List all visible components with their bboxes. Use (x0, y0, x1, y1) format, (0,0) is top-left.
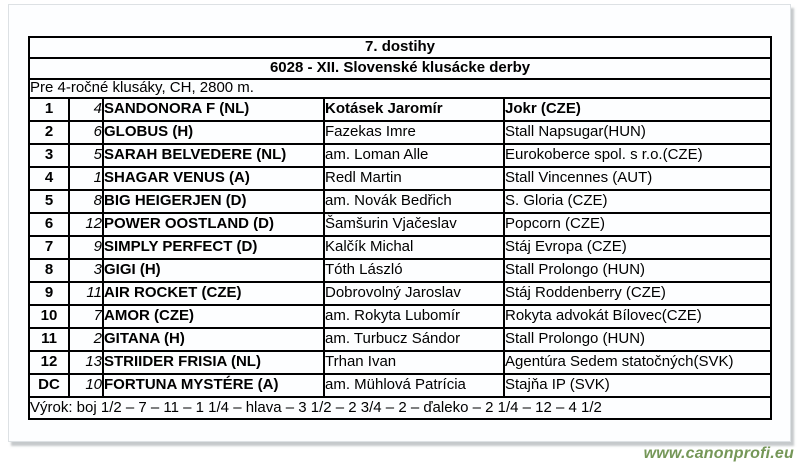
finish-position: 2 (28, 120, 70, 145)
driver-name: Kotásek Jaromír (323, 97, 505, 122)
finish-position: 12 (28, 350, 70, 375)
stable-name: Stall Napsugar(HUN) (502, 120, 773, 145)
result-row: 9 11 AIR ROCKET (CZE) Dobrovolný Jarosla… (28, 281, 773, 306)
stable-name: Stáj Roddenberry (CZE) (502, 281, 773, 306)
driver-name: am. Turbucz Sándor (323, 327, 505, 352)
driver-name: Fazekas Imre (323, 120, 505, 145)
race-subtitle-row: 6028 - XII. Slovenské klusácke derby (27, 57, 773, 80)
finish-position: 9 (28, 281, 70, 306)
result-row: DC 10 FORTUNA MYSTÉRE (A) am. Mühlová Pa… (28, 373, 773, 398)
horse-name: BIG HEIGERJEN (D) (102, 189, 325, 214)
race-subtitle: 6028 - XII. Slovenské klusácke derby (27, 57, 773, 80)
start-number: 5 (68, 143, 104, 168)
horse-name: FORTUNA MYSTÉRE (A) (102, 373, 325, 398)
stable-name: Stall Prolongo (HUN) (502, 327, 773, 352)
finish-position: 7 (28, 235, 70, 260)
horse-name: GLOBUS (H) (102, 120, 325, 145)
finish-position: 8 (28, 258, 70, 283)
start-number: 8 (68, 189, 104, 214)
driver-name: am. Rokyta Lubomír (323, 304, 505, 329)
stable-name: Rokyta advokát Bílovec(CZE) (502, 304, 773, 329)
driver-name: Trhan Ivan (323, 350, 505, 375)
start-number: 2 (68, 327, 104, 352)
horse-name: STRIIDER FRISIA (NL) (102, 350, 325, 375)
start-number: 11 (68, 281, 104, 306)
stable-name: Stajňa IP (SVK) (502, 373, 773, 398)
driver-name: am. Novák Bedřich (323, 189, 505, 214)
start-number: 1 (68, 166, 104, 191)
start-number: 3 (68, 258, 104, 283)
finish-position: 11 (28, 327, 70, 352)
race-title-row: 7. dostihy (27, 36, 773, 59)
start-number: 6 (68, 120, 104, 145)
driver-name: Tóth László (323, 258, 505, 283)
result-row: 12 13 STRIIDER FRISIA (NL) Trhan Ivan Ag… (28, 350, 773, 375)
finish-position: 10 (28, 304, 70, 329)
result-row: 7 9 SIMPLY PERFECT (D) Kalčík Michal Stá… (28, 235, 773, 260)
stable-name: Stall Prolongo (HUN) (502, 258, 773, 283)
driver-name: Dobrovolný Jaroslav (323, 281, 505, 306)
result-row: 1 4 SANDONORA F (NL) Kotásek Jaromír Jok… (28, 97, 773, 122)
result-row: 11 2 GITANA (H) am. Turbucz Sándor Stall… (28, 327, 773, 352)
driver-name: Šamšurin Vjačeslav (323, 212, 505, 237)
stable-name: Stáj Evropa (CZE) (502, 235, 773, 260)
result-row: 10 7 AMOR (CZE) am. Rokyta Lubomír Rokyt… (28, 304, 773, 329)
horse-name: GIGI (H) (102, 258, 325, 283)
horse-name: POWER OOSTLAND (D) (102, 212, 325, 237)
start-number: 12 (68, 212, 104, 237)
result-row: 6 12 POWER OOSTLAND (D) Šamšurin Vjačesl… (28, 212, 773, 237)
start-number: 9 (68, 235, 104, 260)
result-row: 4 1 SHAGAR VENUS (A) Redl Martin Stall V… (28, 166, 773, 191)
finish-position: 5 (28, 189, 70, 214)
stable-name: Stall Vincennes (AUT) (502, 166, 773, 191)
race-conditions-row: Pre 4-ročné klusáky, CH, 2800 m. (27, 78, 773, 99)
result-row: 5 8 BIG HEIGERJEN (D) am. Novák Bedřich … (28, 189, 773, 214)
race-conditions: Pre 4-ročné klusáky, CH, 2800 m. (27, 78, 773, 99)
driver-name: Kalčík Michal (323, 235, 505, 260)
horse-name: SANDONORA F (NL) (102, 97, 325, 122)
verdict-text: Výrok: boj 1/2 – 7 – 11 – 1 1/4 – hlava … (27, 396, 773, 420)
race-title: 7. dostihy (27, 36, 773, 59)
results-card: 7. dostihy 6028 - XII. Slovenské klusáck… (8, 4, 791, 442)
finish-position: 4 (28, 166, 70, 191)
result-row: 8 3 GIGI (H) Tóth László Stall Prolongo … (28, 258, 773, 283)
start-number: 13 (68, 350, 104, 375)
stable-name: S. Gloria (CZE) (502, 189, 773, 214)
stable-name: Agentúra Sedem statočných(SVK) (502, 350, 773, 375)
driver-name: am. Loman Alle (323, 143, 505, 168)
watermark-url: www.canonprofi.eu (643, 445, 794, 462)
finish-position: 1 (28, 97, 70, 122)
finish-position: DC (28, 373, 70, 398)
stable-name: Popcorn (CZE) (502, 212, 773, 237)
result-row: 2 6 GLOBUS (H) Fazekas Imre Stall Napsug… (28, 120, 773, 145)
result-row: 3 5 SARAH BELVEDERE (NL) am. Loman Alle … (28, 143, 773, 168)
horse-name: SIMPLY PERFECT (D) (102, 235, 325, 260)
finish-position: 6 (28, 212, 70, 237)
horse-name: GITANA (H) (102, 327, 325, 352)
race-results-table: 7. dostihy 6028 - XII. Slovenské klusáck… (27, 36, 773, 420)
start-number: 10 (68, 373, 104, 398)
horse-name: AIR ROCKET (CZE) (102, 281, 325, 306)
verdict-row: Výrok: boj 1/2 – 7 – 11 – 1 1/4 – hlava … (27, 396, 773, 420)
stable-name: Jokr (CZE) (502, 97, 773, 122)
start-number: 7 (68, 304, 104, 329)
horse-name: AMOR (CZE) (102, 304, 325, 329)
driver-name: am. Mühlová Patrícia (323, 373, 505, 398)
finish-position: 3 (28, 143, 70, 168)
horse-name: SARAH BELVEDERE (NL) (102, 143, 325, 168)
stable-name: Eurokoberce spol. s r.o.(CZE) (502, 143, 773, 168)
horse-name: SHAGAR VENUS (A) (102, 166, 325, 191)
start-number: 4 (68, 97, 104, 122)
driver-name: Redl Martin (323, 166, 505, 191)
